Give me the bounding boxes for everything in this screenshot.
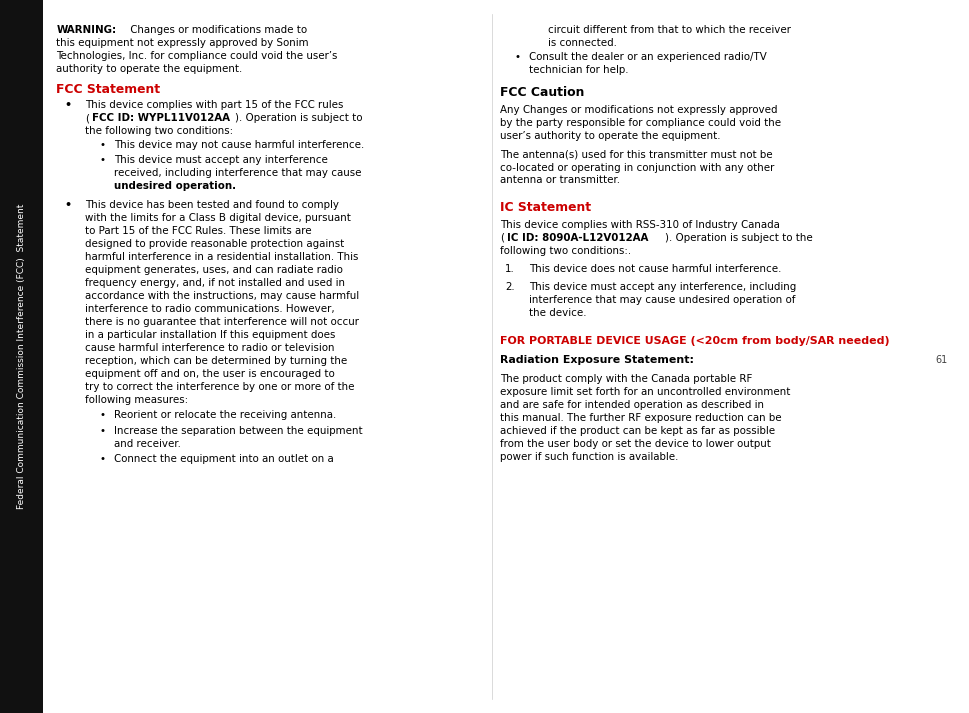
- Text: This device does not cause harmful interference.: This device does not cause harmful inter…: [529, 264, 781, 274]
- Text: FOR PORTABLE DEVICE USAGE (<20cm from body/SAR needed): FOR PORTABLE DEVICE USAGE (<20cm from bo…: [500, 337, 890, 347]
- Text: Changes or modifications made to: Changes or modifications made to: [127, 25, 307, 35]
- Text: exposure limit set forth for an uncontrolled environment: exposure limit set forth for an uncontro…: [500, 387, 791, 397]
- Text: technician for help.: technician for help.: [529, 65, 629, 75]
- Text: achieved if the product can be kept as far as possible: achieved if the product can be kept as f…: [500, 426, 775, 436]
- Text: following measures:: following measures:: [85, 395, 188, 405]
- Text: co-located or operating in conjunction with any other: co-located or operating in conjunction w…: [500, 163, 774, 173]
- Text: This device complies with RSS-310 of Industry Canada: This device complies with RSS-310 of Ind…: [500, 220, 780, 230]
- Text: by the party responsible for compliance could void the: by the party responsible for compliance …: [500, 118, 781, 128]
- Text: ). Operation is subject to the: ). Operation is subject to the: [665, 232, 812, 242]
- Text: •: •: [100, 426, 106, 436]
- Text: Technologies, Inc. for compliance could void the user’s: Technologies, Inc. for compliance could …: [56, 51, 337, 61]
- Text: This device complies with part 15 of the FCC rules: This device complies with part 15 of the…: [85, 101, 344, 111]
- Text: The product comply with the Canada portable RF: The product comply with the Canada porta…: [500, 374, 752, 384]
- Text: try to correct the interference by one or more of the: try to correct the interference by one o…: [85, 382, 355, 392]
- Text: FCC ID: WYPL11V012AA: FCC ID: WYPL11V012AA: [92, 113, 230, 123]
- Text: 2.: 2.: [505, 282, 515, 292]
- Text: reception, which can be determined by turning the: reception, which can be determined by tu…: [85, 356, 348, 366]
- Text: equipment generates, uses, and can radiate radio: equipment generates, uses, and can radia…: [85, 265, 343, 275]
- Text: and receiver.: and receiver.: [114, 439, 181, 449]
- Text: antenna or transmitter.: antenna or transmitter.: [500, 175, 620, 185]
- Text: there is no guarantee that interference will not occur: there is no guarantee that interference …: [85, 317, 359, 327]
- Text: designed to provide reasonable protection against: designed to provide reasonable protectio…: [85, 239, 345, 249]
- Text: in a particular installation If this equipment does: in a particular installation If this equ…: [85, 330, 335, 340]
- Text: Federal Communication Commission Interference (FCC)  Statement: Federal Communication Commission Interfe…: [16, 204, 26, 509]
- Text: user’s authority to operate the equipment.: user’s authority to operate the equipmen…: [500, 131, 721, 141]
- Text: with the limits for a Class B digital device, pursuant: with the limits for a Class B digital de…: [85, 213, 351, 223]
- Text: undesired operation.: undesired operation.: [114, 180, 236, 190]
- Text: Consult the dealer or an experienced radio/TV: Consult the dealer or an experienced rad…: [529, 52, 766, 62]
- Text: This device may not cause harmful interference.: This device may not cause harmful interf…: [114, 140, 364, 150]
- Text: Increase the separation between the equipment: Increase the separation between the equi…: [114, 426, 363, 436]
- Text: frequency energy, and, if not installed and used in: frequency energy, and, if not installed …: [85, 278, 345, 288]
- Text: This device must accept any interference, including: This device must accept any interference…: [529, 282, 797, 292]
- Text: •: •: [100, 454, 106, 464]
- Text: circuit different from that to which the receiver: circuit different from that to which the…: [548, 25, 792, 35]
- Text: received, including interference that may cause: received, including interference that ma…: [114, 168, 361, 178]
- Text: FCC Statement: FCC Statement: [56, 83, 160, 96]
- Text: this equipment not expressly approved by Sonim: this equipment not expressly approved by…: [56, 38, 309, 48]
- Text: •: •: [64, 101, 71, 111]
- Text: and are safe for intended operation as described in: and are safe for intended operation as d…: [500, 400, 764, 410]
- Text: •: •: [515, 52, 520, 62]
- Text: Any Changes or modifications not expressly approved: Any Changes or modifications not express…: [500, 106, 777, 116]
- Text: This device must accept any interference: This device must accept any interference: [114, 155, 328, 165]
- Text: •: •: [100, 411, 106, 421]
- Text: •: •: [100, 140, 106, 150]
- Text: FCC Caution: FCC Caution: [500, 86, 584, 99]
- Text: cause harmful interference to radio or television: cause harmful interference to radio or t…: [85, 343, 334, 353]
- Text: interference to radio communications. However,: interference to radio communications. Ho…: [85, 304, 335, 314]
- Text: interference that may cause undesired operation of: interference that may cause undesired op…: [529, 295, 796, 305]
- Text: from the user body or set the device to lower output: from the user body or set the device to …: [500, 439, 771, 449]
- Text: Reorient or relocate the receiving antenna.: Reorient or relocate the receiving anten…: [114, 411, 336, 421]
- Text: accordance with the instructions, may cause harmful: accordance with the instructions, may ca…: [85, 291, 359, 301]
- Text: •: •: [64, 200, 71, 210]
- Text: WARNING:: WARNING:: [56, 25, 116, 35]
- Text: •: •: [100, 155, 106, 165]
- Text: the device.: the device.: [529, 308, 586, 318]
- Text: IC Statement: IC Statement: [500, 202, 591, 215]
- Text: to Part 15 of the FCC Rules. These limits are: to Part 15 of the FCC Rules. These limit…: [85, 226, 312, 236]
- Text: following two conditions:.: following two conditions:.: [500, 245, 631, 255]
- Text: Radiation Exposure Statement:: Radiation Exposure Statement:: [500, 354, 694, 364]
- Text: 61: 61: [936, 355, 948, 365]
- Text: This device has been tested and found to comply: This device has been tested and found to…: [85, 200, 339, 210]
- Text: ). Operation is subject to: ). Operation is subject to: [235, 113, 363, 123]
- Text: 1.: 1.: [505, 264, 515, 274]
- Text: harmful interference in a residential installation. This: harmful interference in a residential in…: [85, 252, 359, 262]
- Text: the following two conditions:: the following two conditions:: [85, 126, 234, 136]
- Text: The antenna(s) used for this transmitter must not be: The antenna(s) used for this transmitter…: [500, 150, 772, 160]
- Text: is connected.: is connected.: [548, 38, 617, 48]
- Text: Connect the equipment into an outlet on a: Connect the equipment into an outlet on …: [114, 454, 334, 464]
- Text: IC ID: 8090A-L12V012AA: IC ID: 8090A-L12V012AA: [507, 232, 648, 242]
- Text: this manual. The further RF exposure reduction can be: this manual. The further RF exposure red…: [500, 413, 782, 423]
- Text: equipment off and on, the user is encouraged to: equipment off and on, the user is encour…: [85, 369, 335, 379]
- Text: power if such function is available.: power if such function is available.: [500, 452, 678, 462]
- Text: authority to operate the equipment.: authority to operate the equipment.: [56, 64, 242, 74]
- Text: (: (: [85, 113, 89, 123]
- Text: (: (: [500, 232, 504, 242]
